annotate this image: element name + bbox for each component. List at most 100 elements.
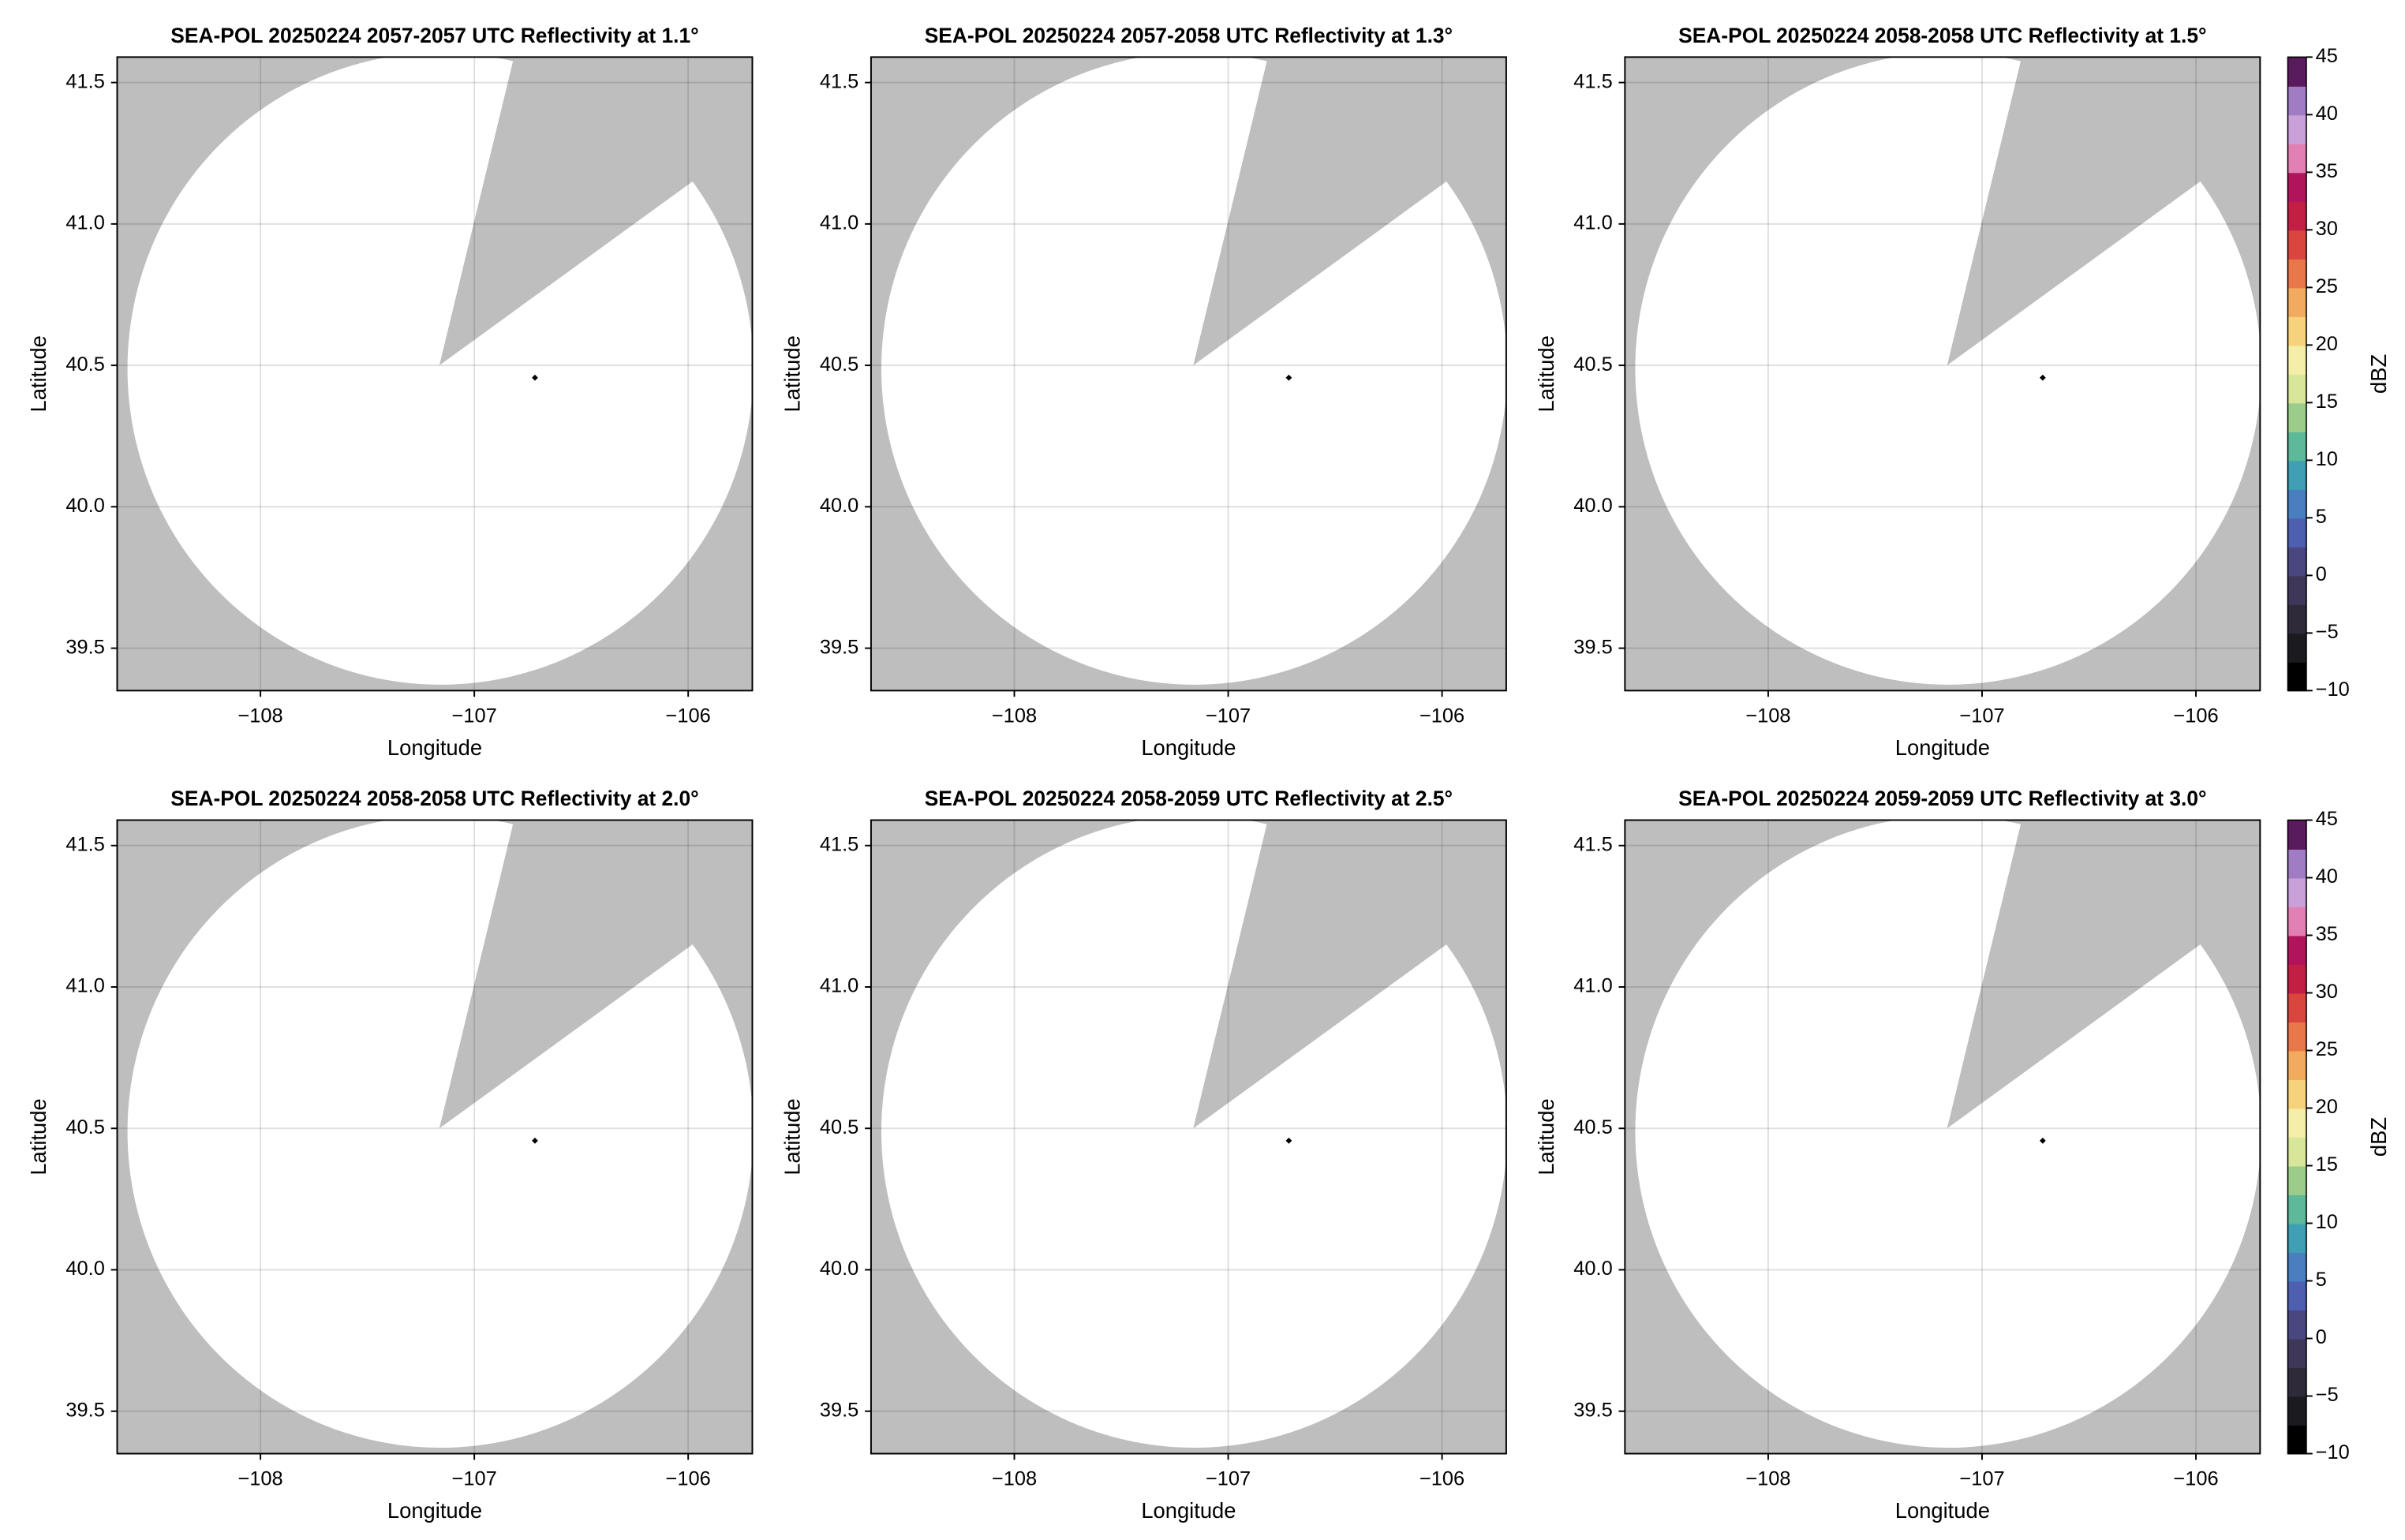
y-tick-label: 41.0 xyxy=(65,975,104,997)
coverage xyxy=(1635,815,2261,1448)
colorbar-bin xyxy=(2287,633,2306,663)
y-tick-label: 41.0 xyxy=(1573,975,1612,997)
colorbar-bin xyxy=(2287,460,2306,490)
colorbar-bin xyxy=(2287,1396,2306,1426)
y-tick-label: 41.5 xyxy=(65,70,104,92)
x-tick-label: −107 xyxy=(1959,705,2004,727)
chart-title: SEA-POL 20250224 2058-2059 UTC Reflectiv… xyxy=(925,787,1453,810)
y-tick-label: 40.0 xyxy=(65,495,104,517)
y-tick-label: 39.5 xyxy=(1573,636,1612,658)
panel: −108 −107 −106 39.5 40.0 40.5 41.0 41.5 SEA-POL … xyxy=(1534,787,2391,1523)
x-tick-label: −108 xyxy=(238,705,282,727)
colorbar-tick-label: 10 xyxy=(2316,448,2338,470)
y-tick-label: 40.5 xyxy=(820,1116,858,1138)
coverage xyxy=(881,815,1508,1448)
colorbar-tick-label: −10 xyxy=(2316,1441,2350,1463)
x-axis-label: Longitude xyxy=(1141,1498,1236,1523)
y-axis-label: Latitude xyxy=(780,1098,804,1175)
colorbar-bin xyxy=(2287,661,2306,692)
radar-site xyxy=(532,1137,538,1144)
colorbar-bin xyxy=(2287,85,2306,116)
y-tick-label: 41.5 xyxy=(1573,70,1612,92)
colorbar-bin xyxy=(2287,1310,2306,1340)
y-tick-label: 41.5 xyxy=(65,833,104,855)
colorbar-tick-label: 15 xyxy=(2316,1153,2338,1176)
colorbar-bin xyxy=(2287,258,2306,289)
panel: −108 −107 −106 39.5 40.0 40.5 41.0 41.5 SEA-POL … xyxy=(780,787,1508,1523)
colorbar-bin xyxy=(2287,1050,2306,1080)
colorbar-bin xyxy=(2287,431,2306,462)
y-axis-label: Latitude xyxy=(1534,335,1558,412)
axes-frame xyxy=(870,56,1507,692)
x-tick-label: −106 xyxy=(2173,1467,2218,1490)
colorbar-bin xyxy=(2287,488,2306,519)
colorbar-tick-label: 45 xyxy=(2316,808,2338,830)
colorbar-tick-label: 25 xyxy=(2316,275,2338,297)
colorbar-bin xyxy=(2287,906,2306,936)
colorbar-bin xyxy=(2287,1137,2306,1167)
x-tick-label: −108 xyxy=(238,1467,282,1490)
y-tick-label: 40.5 xyxy=(820,353,858,376)
colorbar-bin xyxy=(2287,114,2306,144)
colorbar-bin xyxy=(2287,200,2306,231)
y-tick-label: 40.0 xyxy=(820,1258,858,1280)
axes-frame xyxy=(116,819,754,1455)
y-tick-label: 41.0 xyxy=(820,212,858,234)
x-axis-label: Longitude xyxy=(387,735,482,760)
colorbar-bin xyxy=(2287,518,2306,548)
x-tick-label: −108 xyxy=(1745,705,1790,727)
y-axis-label: Latitude xyxy=(1534,1098,1558,1175)
y-tick-label: 41.5 xyxy=(820,833,858,855)
x-tick-label: −107 xyxy=(1206,1467,1251,1490)
x-tick-label: −106 xyxy=(2173,705,2218,727)
y-tick-label: 39.5 xyxy=(65,636,104,658)
colorbar-tick-label: 20 xyxy=(2316,1096,2338,1118)
chart-title: SEA-POL 20250224 2058-2058 UTC Reflectiv… xyxy=(170,787,698,810)
colorbar-bin xyxy=(2287,935,2306,965)
x-axis-label: Longitude xyxy=(1895,735,1990,760)
x-tick-label: −107 xyxy=(452,705,497,727)
colorbar-bin xyxy=(2287,1108,2306,1138)
colorbar-bin xyxy=(2287,877,2306,907)
chart-title: SEA-POL 20250224 2058-2058 UTC Reflectiv… xyxy=(1678,24,2206,47)
colorbar-bin xyxy=(2287,172,2306,202)
axes-frame xyxy=(116,56,754,692)
colorbar-tick-label: 0 xyxy=(2316,563,2327,585)
colorbar-bin xyxy=(2287,1223,2306,1253)
colorbar-tick-label: 40 xyxy=(2316,865,2338,888)
y-tick-label: 40.0 xyxy=(1573,1258,1612,1280)
colorbar-bin xyxy=(2287,316,2306,346)
x-tick-label: −106 xyxy=(666,705,711,727)
colorbar-tick-label: 45 xyxy=(2316,45,2338,67)
colorbar-tick-label: 5 xyxy=(2316,506,2327,528)
y-axis-label: Latitude xyxy=(780,335,804,412)
colorbar-bin xyxy=(2287,143,2306,174)
x-axis-label: Longitude xyxy=(1141,735,1236,760)
colorbar-bin xyxy=(2287,1425,2306,1455)
chart-title: SEA-POL 20250224 2057-2058 UTC Reflectiv… xyxy=(925,24,1453,47)
colorbar-tick-label: 15 xyxy=(2316,391,2338,413)
colorbar-tick-label: −10 xyxy=(2316,678,2350,701)
colorbar-bin xyxy=(2287,1338,2306,1369)
x-tick-label: −108 xyxy=(1745,1467,1790,1490)
coverage xyxy=(881,52,1508,685)
y-tick-label: 39.5 xyxy=(820,636,858,658)
radar-site xyxy=(2039,1137,2046,1144)
radar-site xyxy=(1285,374,1292,381)
axes-frame xyxy=(1624,56,2261,692)
y-tick-label: 39.5 xyxy=(65,1399,104,1421)
y-tick-label: 40.5 xyxy=(1573,353,1612,376)
x-tick-label: −106 xyxy=(1419,1467,1464,1490)
y-axis-label: Latitude xyxy=(26,335,50,412)
radar-site xyxy=(532,374,538,381)
colorbar-tick-label: 25 xyxy=(2316,1038,2338,1060)
colorbar-bin xyxy=(2287,964,2306,994)
coverage xyxy=(127,815,754,1448)
colorbar-bin xyxy=(2287,57,2306,87)
colorbar-label: dBZ xyxy=(2366,354,2391,394)
y-tick-label: 39.5 xyxy=(820,1399,858,1421)
x-tick-label: −108 xyxy=(992,705,1037,727)
y-tick-label: 41.0 xyxy=(820,975,858,997)
colorbar-bin xyxy=(2287,373,2306,404)
